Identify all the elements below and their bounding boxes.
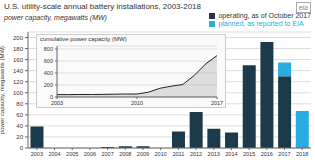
html-text:U.S. utility-scale annual batt: U.S. utility-scale annual battery instal… xyxy=(4,2,201,11)
svg-text:2003: 2003 xyxy=(31,151,43,157)
svg-text:2015: 2015 xyxy=(243,151,255,157)
svg-text:2010: 2010 xyxy=(131,100,143,106)
svg-text:200: 200 xyxy=(13,35,24,41)
svg-text:120: 120 xyxy=(13,79,24,85)
svg-text:2007: 2007 xyxy=(101,151,113,157)
svg-text:2010: 2010 xyxy=(155,151,167,157)
html-text:operating, as of October 2017: operating, as of October 2017 xyxy=(218,12,311,19)
svg-text:2011: 2011 xyxy=(172,151,184,157)
svg-text:80: 80 xyxy=(16,101,23,107)
svg-text:20: 20 xyxy=(16,134,23,140)
svg-text:2018: 2018 xyxy=(296,151,307,157)
svg-text:100: 100 xyxy=(13,90,24,96)
svg-text:60: 60 xyxy=(16,112,23,118)
svg-text:160: 160 xyxy=(13,57,24,63)
svg-text:2004: 2004 xyxy=(48,151,60,157)
svg-text:0: 0 xyxy=(20,145,24,151)
svg-text:800: 800 xyxy=(44,46,53,52)
svg-text:0: 0 xyxy=(50,94,53,100)
html-text:eia: eia xyxy=(298,4,308,11)
svg-text:600: 600 xyxy=(44,58,53,64)
svg-text:180: 180 xyxy=(13,46,24,52)
svg-text:2009: 2009 xyxy=(137,151,149,157)
svg-text:2005: 2005 xyxy=(66,151,78,157)
svg-text:40: 40 xyxy=(16,123,23,129)
html-text:planned, as reported to EIA: planned, as reported to EIA xyxy=(218,20,304,27)
svg-text:2008: 2008 xyxy=(119,151,131,157)
svg-text:400: 400 xyxy=(44,70,53,76)
svg-text:200: 200 xyxy=(44,82,53,88)
svg-text:2012: 2012 xyxy=(190,151,202,157)
html-text:power capacity, megawatts (MW): power capacity, megawatts (MW) xyxy=(4,14,107,21)
svg-text:2003: 2003 xyxy=(51,100,63,106)
svg-text:2017: 2017 xyxy=(278,151,290,157)
svg-text:2014: 2014 xyxy=(225,151,237,157)
html-text:cumulative power capacity (MW): cumulative power capacity (MW) xyxy=(40,36,127,42)
svg-text:2006: 2006 xyxy=(84,151,96,157)
svg-text:2013: 2013 xyxy=(208,151,220,157)
svg-text:2016: 2016 xyxy=(261,151,273,157)
svg-text:140: 140 xyxy=(13,68,24,74)
svg-text:2017: 2017 xyxy=(211,100,223,106)
